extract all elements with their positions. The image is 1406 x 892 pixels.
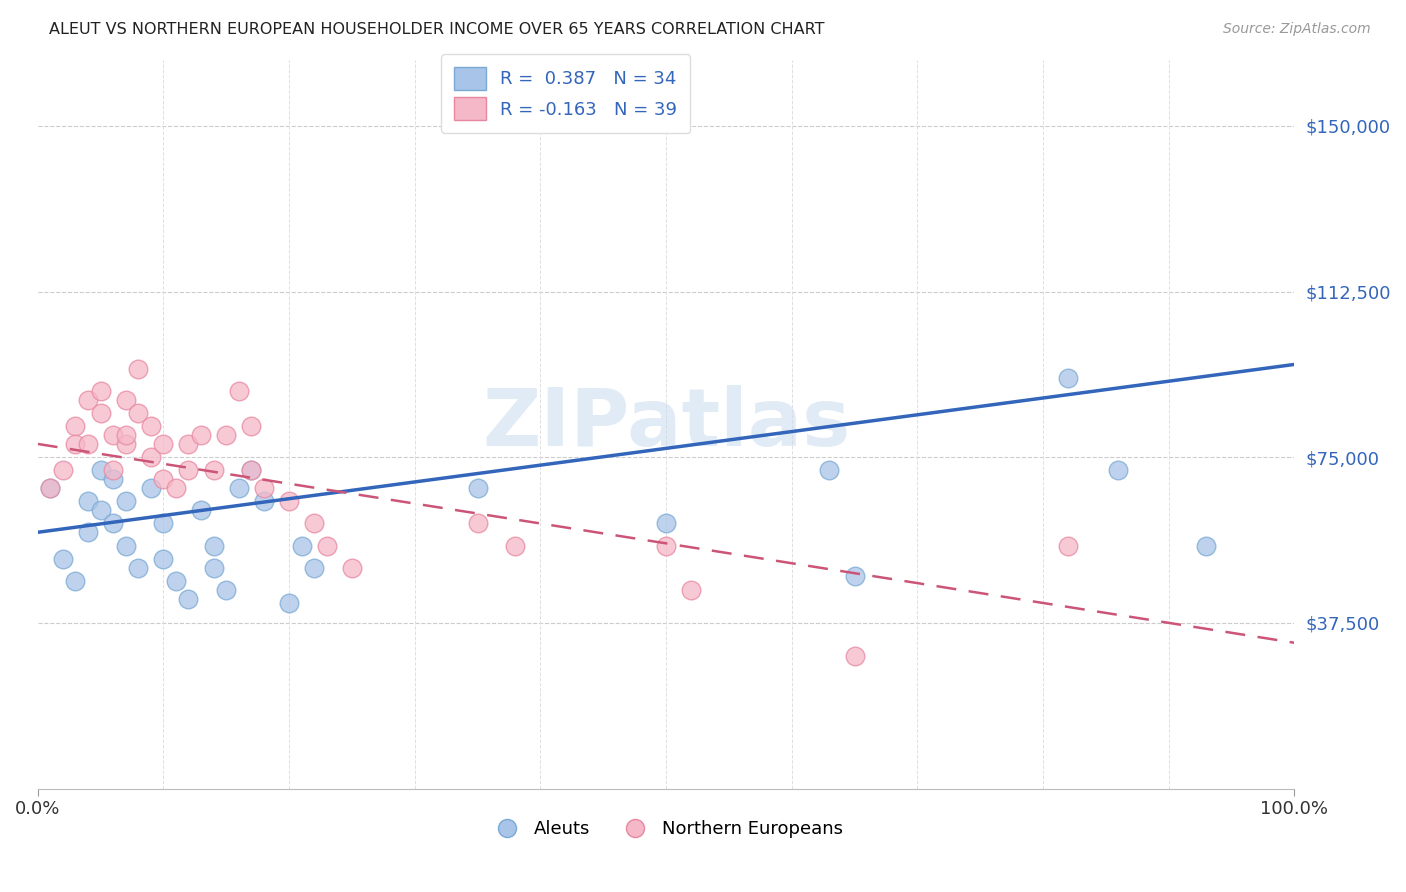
Point [114, 428, 136, 442]
Point [340, 560, 363, 574]
Point [101, 463, 124, 477]
Point [291, 539, 314, 553]
Point [1107, 463, 1129, 477]
Point [77, 494, 100, 508]
Text: Source: ZipAtlas.com: Source: ZipAtlas.com [1223, 22, 1371, 37]
Point [114, 494, 136, 508]
Point [202, 560, 225, 574]
Point [127, 362, 149, 376]
Point [844, 569, 866, 583]
Point [818, 463, 841, 477]
Point [89, 406, 111, 420]
Point [139, 450, 162, 465]
Point [139, 419, 162, 434]
Point [240, 463, 263, 477]
Point [65, 437, 87, 451]
Point [39, 481, 62, 495]
Point [1195, 539, 1218, 553]
Point [77, 392, 100, 407]
Point [152, 472, 174, 486]
Point [39, 481, 62, 495]
Point [65, 419, 87, 434]
Point [65, 574, 87, 588]
Point [152, 437, 174, 451]
Point [1057, 539, 1080, 553]
Point [467, 481, 489, 495]
Point [190, 428, 212, 442]
Point [503, 539, 526, 553]
Point [467, 516, 489, 531]
Point [101, 472, 124, 486]
Point [302, 516, 325, 531]
Point [253, 494, 276, 508]
Point [1057, 370, 1080, 384]
Point [77, 525, 100, 540]
Point [114, 392, 136, 407]
Point [152, 516, 174, 531]
Point [152, 551, 174, 566]
Point [253, 481, 276, 495]
Point [655, 516, 678, 531]
Point [114, 437, 136, 451]
Point [127, 406, 149, 420]
Point [52, 463, 75, 477]
Point [114, 539, 136, 553]
Point [52, 551, 75, 566]
Text: ALEUT VS NORTHERN EUROPEAN HOUSEHOLDER INCOME OVER 65 YEARS CORRELATION CHART: ALEUT VS NORTHERN EUROPEAN HOUSEHOLDER I… [49, 22, 825, 37]
Point [139, 481, 162, 495]
Point [240, 463, 263, 477]
Point [89, 384, 111, 398]
Point [177, 437, 200, 451]
Point [302, 560, 325, 574]
Point [165, 481, 187, 495]
Point [228, 384, 250, 398]
Point [177, 463, 200, 477]
Point [278, 494, 301, 508]
Point [844, 648, 866, 663]
Point [101, 428, 124, 442]
Point [240, 419, 263, 434]
Point [177, 591, 200, 606]
Point [127, 560, 149, 574]
Point [655, 539, 678, 553]
Point [315, 539, 337, 553]
Point [215, 582, 238, 597]
Point [89, 503, 111, 517]
Point [228, 481, 250, 495]
Point [202, 539, 225, 553]
Point [681, 582, 703, 597]
Point [190, 503, 212, 517]
Legend: Aleuts, Northern Europeans: Aleuts, Northern Europeans [481, 813, 851, 845]
Point [89, 463, 111, 477]
Text: ZIPatlas: ZIPatlas [482, 385, 851, 463]
Point [165, 574, 187, 588]
Point [278, 596, 301, 610]
Point [101, 516, 124, 531]
Point [202, 463, 225, 477]
Point [77, 437, 100, 451]
Point [215, 428, 238, 442]
